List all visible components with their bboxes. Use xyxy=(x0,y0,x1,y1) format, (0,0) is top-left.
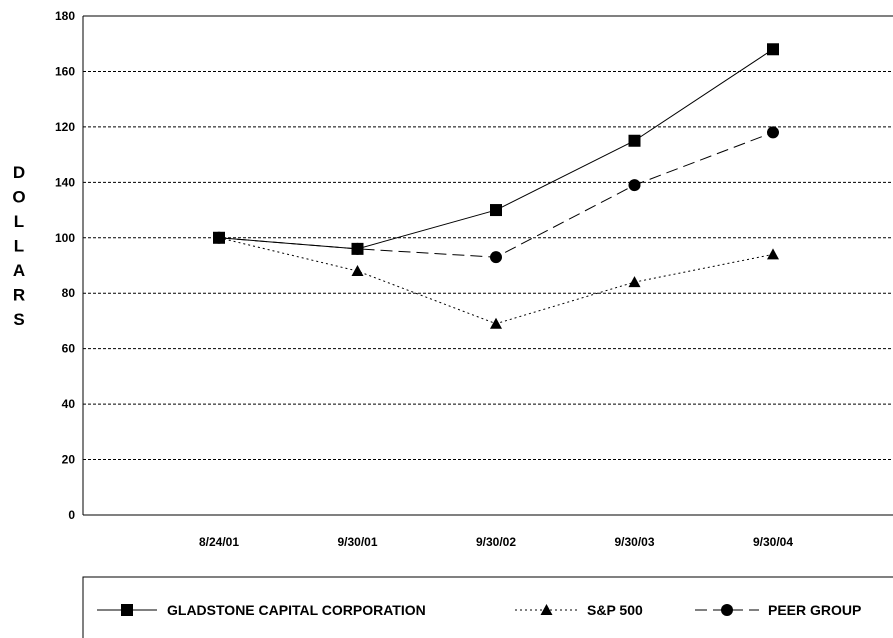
legend-marker xyxy=(540,604,553,615)
data-point xyxy=(490,317,502,329)
data-point xyxy=(628,179,641,192)
y-axis-label-letter: A xyxy=(13,261,25,280)
y-tick-label: 100 xyxy=(55,231,75,245)
data-point xyxy=(767,248,779,260)
legend-marker xyxy=(121,604,133,616)
data-point xyxy=(628,134,641,147)
y-tick-label: 0 xyxy=(68,508,75,522)
x-tick-label: 9/30/04 xyxy=(753,535,793,549)
y-axis-label-letter: O xyxy=(12,188,25,207)
legend-item: PEER GROUP xyxy=(695,602,861,618)
data-point xyxy=(490,204,502,217)
data-point xyxy=(351,265,364,277)
y-tick-label: 140 xyxy=(55,175,75,189)
y-tick-label: 40 xyxy=(62,397,76,411)
legend: GLADSTONE CAPITAL CORPORATION S&P 500 PEER… xyxy=(82,576,893,638)
y-tick-label: 60 xyxy=(62,342,76,356)
x-tick-label: 9/30/01 xyxy=(337,535,377,549)
data-point xyxy=(351,242,364,255)
y-tick-label: 160 xyxy=(55,64,75,78)
data-point xyxy=(213,231,225,244)
legend-box xyxy=(82,576,893,638)
y-tick-label: 20 xyxy=(62,453,76,467)
data-point xyxy=(767,126,779,139)
y-axis-label-letter: D xyxy=(13,163,25,182)
x-tick-labels: 8/24/01 9/30/01 9/30/02 9/30/03 9/30/04 xyxy=(199,535,793,549)
series-line xyxy=(218,237,774,325)
series-circle xyxy=(213,126,779,264)
legend-label: S&P 500 xyxy=(587,602,643,618)
y-axis-label-letter: L xyxy=(14,237,24,256)
series xyxy=(213,43,779,329)
x-tick-label: 9/30/03 xyxy=(614,535,654,549)
x-tick-label: 8/24/01 xyxy=(199,535,239,549)
y-axis-label-letter: S xyxy=(13,310,24,329)
series-triangle xyxy=(213,231,779,329)
series-line xyxy=(218,131,774,258)
data-point xyxy=(767,43,779,56)
y-tick-label: 120 xyxy=(55,120,75,134)
y-axis-label-letter: L xyxy=(14,212,24,231)
legend-label: GLADSTONE CAPITAL CORPORATION xyxy=(167,602,426,618)
legend-item: GLADSTONE CAPITAL CORPORATION xyxy=(97,602,426,618)
legend-marker xyxy=(721,604,733,616)
y-tick-label: 180 xyxy=(55,9,75,23)
y-axis-label-letter: R xyxy=(13,286,25,305)
data-point xyxy=(490,251,502,264)
x-tick-label: 9/30/02 xyxy=(476,535,516,549)
series-square xyxy=(213,43,779,255)
y-tick-labels: 0 20 40 60 80 100 120 140 160 180 xyxy=(55,9,75,522)
data-point xyxy=(628,276,641,288)
gridlines xyxy=(83,15,893,461)
legend-item: S&P 500 xyxy=(515,602,643,618)
y-tick-label: 80 xyxy=(62,286,76,300)
series-line xyxy=(218,48,774,250)
legend-label: PEER GROUP xyxy=(768,602,861,618)
